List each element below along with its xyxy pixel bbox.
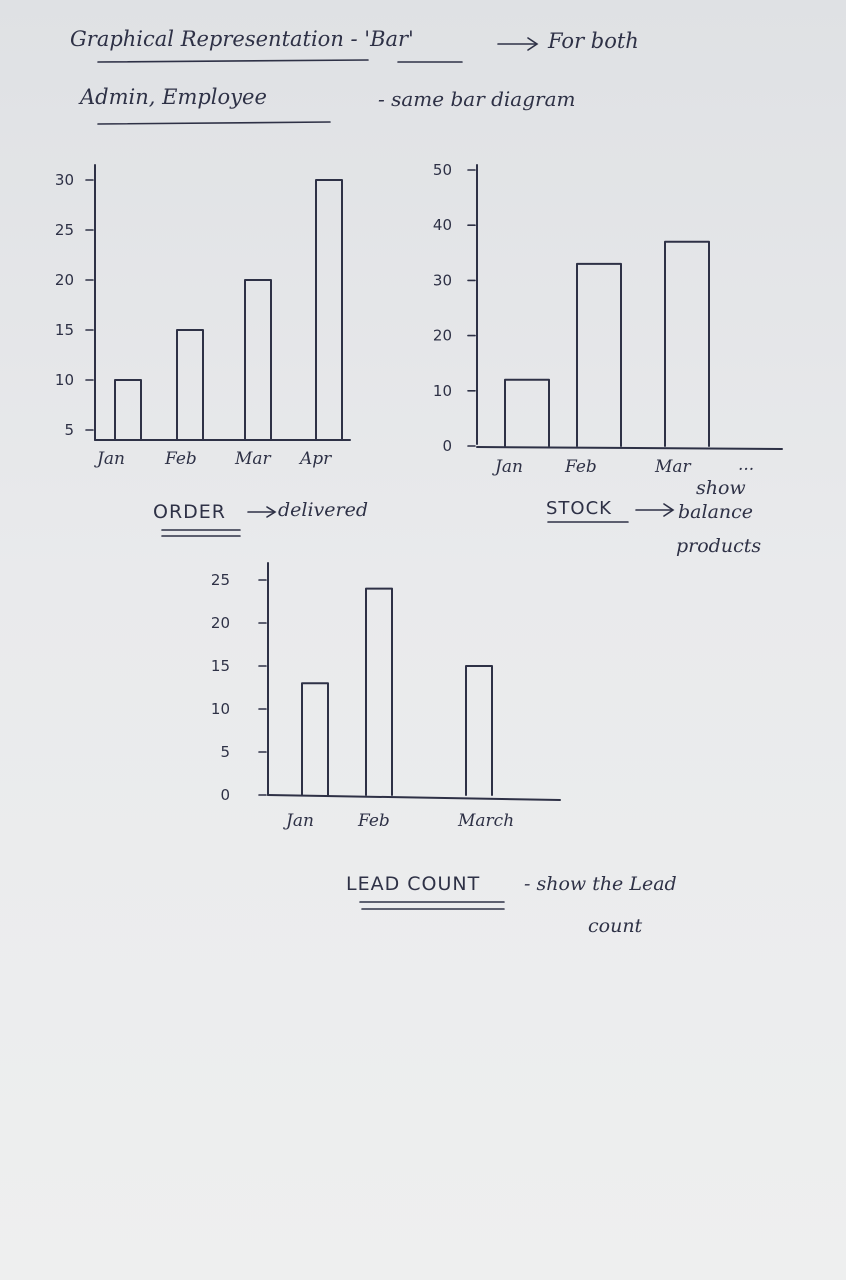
stock-note-line2: balance [678, 501, 753, 523]
lead-x-axis [267, 794, 561, 801]
order-bar-feb [176, 329, 204, 441]
lead-caption: LEAD COUNT - show the Lead count [346, 873, 677, 937]
lead-y-tick-label: 5 [220, 743, 230, 761]
stock-note-line3: products [676, 535, 761, 557]
lead-y-tick-label: 25 [211, 571, 230, 589]
lead-x-label-jan: Jan [283, 811, 314, 831]
stock-bar-jan [504, 378, 550, 447]
stock-bar-chart: 0 10 20 30 40 50 Jan Feb Mar ... [433, 161, 783, 477]
order-y-tick-label: 25 [55, 221, 74, 239]
lead-y-tick-label: 10 [211, 700, 230, 718]
stock-y-tick-label: 20 [433, 327, 452, 345]
stock-y-tick-label: 10 [433, 382, 452, 400]
heading-subtitle: Admin, Employee [78, 85, 267, 109]
stock-x-label-jan: Jan [492, 457, 523, 477]
order-caption-label: ORDER [153, 501, 226, 523]
order-y-tick-label: 30 [55, 171, 74, 189]
lead-y-tick-label: 20 [211, 614, 230, 632]
stock-x-axis [476, 446, 783, 450]
order-bar-jan [114, 379, 142, 441]
order-caption-note: delivered [278, 499, 368, 521]
stock-caption-label: STOCK [546, 498, 612, 519]
lead-caption-label: LEAD COUNT [346, 873, 480, 895]
stock-y-tick-label: 0 [442, 437, 452, 455]
lead-x-label-march: March [457, 811, 514, 831]
stock-x-label-mar: Mar [654, 457, 692, 477]
stock-y-tick-label: 40 [433, 216, 452, 234]
order-caption: ORDER delivered [153, 499, 368, 537]
lead-x-label-feb: Feb [357, 811, 390, 831]
subtitle-underline [97, 121, 331, 125]
order-y-tick-label: 5 [64, 421, 74, 439]
arrow-right-icon [247, 506, 277, 518]
lead-bar-jan [301, 682, 329, 796]
arrow-right-icon [635, 503, 675, 517]
order-x-label-feb: Feb [164, 449, 197, 469]
stock-more-categories: ... [738, 455, 754, 475]
lead-note-line1: - show the Lead [524, 873, 677, 895]
stock-bar-mar [664, 240, 710, 447]
order-bar-mar [244, 279, 272, 441]
stock-caption: STOCK show balance products [546, 477, 761, 557]
lead-count-bar-chart: 0 5 10 15 20 25 Jan Feb March [211, 562, 561, 831]
stock-bar-feb [576, 262, 622, 447]
order-x-label-jan: Jan [94, 449, 125, 469]
stock-x-label-feb: Feb [564, 457, 597, 477]
heading-note: - same bar diagram [378, 87, 575, 111]
heading: Graphical Representation - 'Bar' For bot… [70, 27, 639, 125]
stock-y-tick-label: 50 [433, 161, 452, 179]
order-y-tick-label: 10 [55, 371, 74, 389]
heading-underline [97, 59, 369, 63]
order-y-tick-label: 15 [55, 321, 74, 339]
order-x-label-mar: Mar [234, 449, 272, 469]
stock-y-tick-label: 30 [433, 271, 452, 289]
lead-y-tick-label: 0 [220, 786, 230, 804]
lead-note-line2: count [588, 915, 643, 937]
order-y-tick-label: 20 [55, 271, 74, 289]
heading-title: Graphical Representation - 'Bar' [70, 27, 414, 51]
heading-audience: For both [547, 29, 639, 53]
lead-y-tick-label: 15 [211, 657, 230, 675]
order-x-label-apr: Apr [298, 449, 332, 469]
arrow-right-icon [497, 37, 539, 51]
lead-bar-march [465, 665, 493, 796]
lead-bar-feb [365, 587, 393, 796]
order-bar-apr [315, 179, 343, 441]
stock-note-line1: show [696, 477, 746, 499]
order-bar-chart: 5 10 15 20 25 30 Jan Feb Mar Apr [55, 164, 351, 469]
